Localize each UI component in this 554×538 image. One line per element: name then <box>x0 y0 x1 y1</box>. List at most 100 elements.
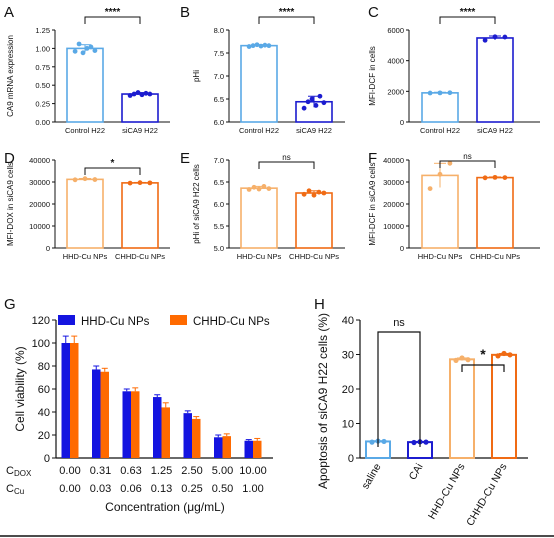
data-point <box>459 355 465 361</box>
y-tick-label: 6000 <box>387 26 404 35</box>
y-tick-label: 8.0 <box>214 26 224 35</box>
significance-label: ns <box>393 317 405 329</box>
significance-bracket <box>84 167 141 175</box>
y-tick-label: 0.50 <box>35 81 50 90</box>
cu-row-label: CCu <box>6 483 24 496</box>
panel-h-chart: 0 10 20 30 40 Apoptosis of siCA9 H22 cells (%… <box>316 313 528 528</box>
y-tick-label: 100 <box>32 338 50 350</box>
significance-bracket <box>439 160 496 168</box>
cu-tick-label: 1.00 <box>242 483 263 495</box>
y-tick-label: 2000 <box>387 87 404 96</box>
bar <box>61 343 70 458</box>
significance-bracket <box>84 16 141 24</box>
data-point <box>246 187 252 192</box>
data-point <box>127 180 133 186</box>
bar <box>240 44 278 123</box>
y-tick-label: 4000 <box>387 57 404 66</box>
data-point <box>306 188 312 194</box>
significance-label: **** <box>460 7 476 18</box>
panel-letter-c: C <box>368 4 379 21</box>
y-tick-label: 1.00 <box>35 44 50 53</box>
y-tick-label: 80 <box>38 361 50 373</box>
bar <box>244 440 253 458</box>
bar <box>449 358 475 459</box>
x-tick-label: HHD-Cu NPs <box>63 252 108 261</box>
data-point <box>423 439 429 445</box>
data-point <box>92 48 98 54</box>
cu-row-label-sub: Cu <box>14 487 24 496</box>
y-tick-label: 20000 <box>29 200 50 209</box>
dox-tick-label: 0.63 <box>120 465 141 477</box>
data-point <box>502 34 508 40</box>
x-axis-label: Concentration (μg/mL) <box>105 500 225 514</box>
data-point <box>72 48 78 54</box>
bar <box>476 176 514 249</box>
bar <box>253 440 262 458</box>
significance-bracket <box>439 16 496 24</box>
x-tick-label: saline <box>359 461 383 491</box>
panel-a-chart: 0.00 0.25 0.50 0.75 1.00 1.25 CA9 mRNA express… <box>6 7 170 135</box>
cu-tick-label: 0.25 <box>181 483 202 495</box>
y-tick-label: 7.0 <box>214 156 224 165</box>
panel-letter-g: G <box>4 296 16 313</box>
dox-tick-label: 10.00 <box>239 465 267 477</box>
x-tick-label: siCA9 H22 <box>296 126 332 135</box>
bar <box>153 397 162 458</box>
y-tick-label: 0 <box>400 244 404 253</box>
panel-letter-h: H <box>314 296 325 313</box>
data-point <box>492 174 498 180</box>
data-point <box>76 41 82 47</box>
data-point <box>246 44 252 49</box>
bar <box>121 182 159 249</box>
data-point <box>258 43 264 49</box>
data-point <box>502 175 508 181</box>
significance-label: **** <box>105 7 121 18</box>
panel-g-chart: 0 20 40 60 80 100 120 Cell viability (%) 0.00 0.0… <box>6 315 273 514</box>
data-point <box>321 190 327 196</box>
bar <box>122 391 131 458</box>
data-point <box>437 90 443 96</box>
data-point <box>465 357 471 363</box>
bar <box>240 187 278 249</box>
y-tick-label: 40000 <box>29 156 50 165</box>
x-tick-label: Control H22 <box>65 126 105 135</box>
y-tick-label: 30 <box>342 350 354 362</box>
y-tick-label: 7.0 <box>214 72 224 81</box>
bar <box>66 178 104 249</box>
y-tick-label: 40 <box>342 315 354 327</box>
data-point <box>437 171 443 177</box>
dox-row-label: CDOX <box>6 465 32 478</box>
y-tick-label: 0.75 <box>35 63 50 72</box>
dox-tick-label: 1.25 <box>151 465 172 477</box>
data-point <box>482 37 488 43</box>
y-tick-label: 0 <box>400 118 404 127</box>
data-point <box>411 439 417 446</box>
bar <box>421 92 459 123</box>
data-point <box>135 90 141 95</box>
y-axis-label: CA9 mRNA expression <box>6 35 15 117</box>
y-tick-label: 30000 <box>29 178 50 187</box>
y-tick-label: 6.0 <box>214 118 224 127</box>
data-point <box>317 93 323 99</box>
x-tick-label: Control H22 <box>420 126 460 135</box>
x-tick-label: CHHD-Cu NPs <box>289 252 339 261</box>
y-axis-label: Cell viability (%) <box>13 346 27 431</box>
data-point <box>301 191 307 197</box>
panel-c-chart: 0 2000 4000 6000 MFI-DCF in cells Control H22… <box>368 7 540 135</box>
data-point <box>88 44 94 50</box>
data-point <box>447 160 453 166</box>
data-point <box>262 42 268 48</box>
y-tick-label: 6.5 <box>214 95 224 104</box>
y-tick-label: 120 <box>32 315 50 327</box>
x-tick-label: CHHD-Cu NPs <box>115 252 165 261</box>
y-tick-label: 1.25 <box>35 26 50 35</box>
data-point <box>139 92 145 98</box>
y-tick-label: 0 <box>44 453 50 465</box>
bar <box>295 192 333 249</box>
x-tick-label: HHD-Cu NPs <box>426 462 468 522</box>
bar <box>476 37 514 123</box>
y-tick-label: 20 <box>38 430 50 442</box>
y-tick-label: 5.5 <box>214 222 224 231</box>
bar <box>214 437 223 458</box>
y-tick-label: 40 <box>38 407 50 419</box>
